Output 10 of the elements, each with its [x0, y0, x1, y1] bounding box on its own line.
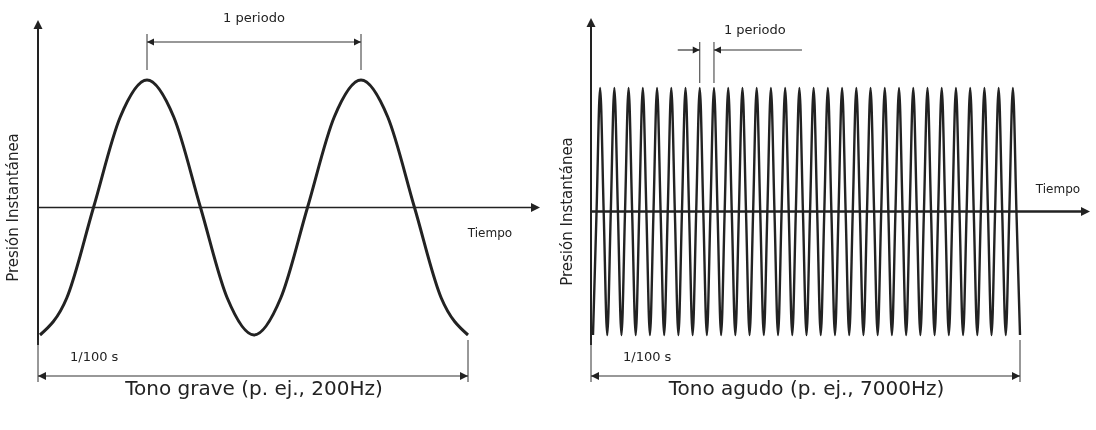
- text: 1 periodo: [723, 22, 786, 37]
- y-axis-title: Presión Instantánea: [558, 137, 576, 286]
- text: 1/100 s: [70, 349, 119, 364]
- text: 1/100 s: [623, 349, 672, 364]
- text: Tono agudo (p. ej., 7000Hz): [667, 376, 945, 400]
- x-axis-title: Tiempo: [466, 226, 513, 240]
- text: Tono grave (p. ej., 200Hz): [124, 376, 383, 400]
- x-axis-title: Tiempo: [1034, 182, 1081, 196]
- y-axis-title: Presión Instantánea: [4, 133, 22, 282]
- text: 1 periodo: [223, 10, 285, 25]
